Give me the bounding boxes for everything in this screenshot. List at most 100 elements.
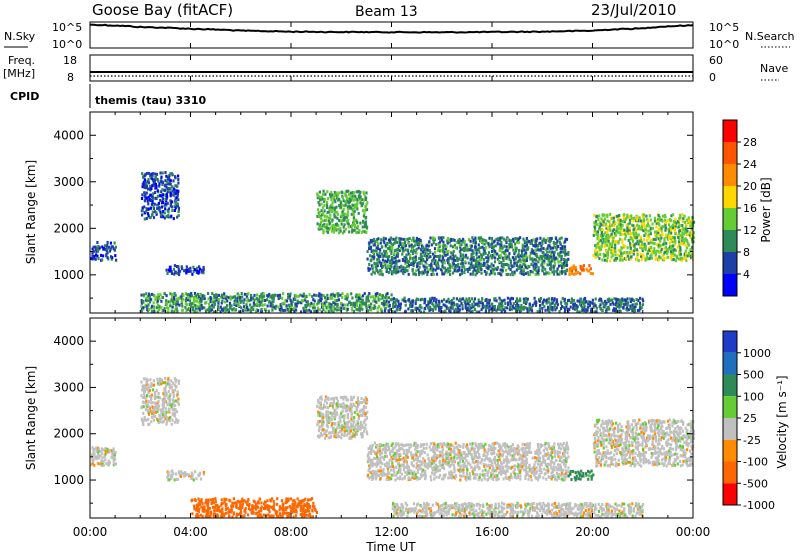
data-cell — [602, 219, 605, 223]
data-cell — [492, 245, 495, 249]
data-cell — [322, 403, 325, 407]
data-cell — [166, 475, 169, 479]
data-cell — [391, 297, 394, 301]
data-cell — [178, 303, 181, 307]
data-cell — [156, 189, 159, 193]
data-cell — [195, 506, 198, 510]
data-cell — [541, 263, 544, 266]
data-cell — [561, 245, 564, 248]
data-cell — [387, 442, 390, 446]
data-cell — [428, 249, 431, 252]
data-cell — [197, 504, 200, 508]
data-cell — [289, 298, 292, 302]
data-cell — [453, 303, 456, 307]
data-cell — [524, 265, 528, 269]
data-cell — [209, 296, 212, 299]
data-cell — [580, 305, 583, 309]
data-cell — [349, 191, 353, 195]
data-cell — [109, 247, 112, 251]
data-cell — [541, 241, 544, 245]
data-cell — [499, 254, 502, 258]
data-cell — [601, 309, 604, 312]
data-cell — [486, 241, 489, 245]
data-cell — [323, 301, 326, 305]
data-cell — [333, 190, 336, 194]
data-cell — [113, 455, 116, 459]
data-cell — [340, 433, 344, 436]
data-cell — [164, 179, 167, 183]
data-cell — [446, 299, 449, 303]
data-cell — [659, 256, 662, 260]
data-cell — [407, 242, 411, 245]
data-cell — [638, 296, 642, 300]
data-cell — [151, 198, 154, 202]
data-cell — [528, 308, 531, 312]
data-cell — [291, 499, 295, 503]
data-cell — [167, 407, 170, 411]
data-cell — [355, 301, 358, 305]
data-cell — [422, 264, 425, 268]
data-cell — [571, 301, 574, 304]
data-cell — [648, 236, 651, 240]
data-cell — [430, 262, 433, 266]
data-cell — [653, 242, 656, 245]
data-cell — [315, 511, 318, 514]
data-cell — [547, 297, 550, 301]
colorbar-tick-label: 12 — [743, 224, 757, 237]
data-cell — [173, 209, 176, 212]
data-cell — [606, 231, 609, 234]
data-cell — [176, 192, 179, 196]
data-cell — [580, 297, 583, 301]
data-cell — [361, 225, 364, 229]
data-cell — [314, 509, 317, 513]
data-cell — [414, 243, 417, 247]
data-cell — [196, 513, 199, 517]
data-cell — [147, 178, 150, 181]
data-cell — [433, 262, 436, 265]
data-cell — [425, 266, 428, 270]
data-cell — [582, 302, 585, 306]
data-cell — [671, 240, 674, 244]
data-cell — [186, 298, 189, 302]
data-cell — [282, 507, 285, 510]
data-cell — [184, 292, 188, 296]
data-cell — [584, 300, 588, 304]
data-cell — [572, 298, 576, 302]
data-cell — [550, 266, 553, 270]
data-cell — [205, 301, 208, 305]
data-cell — [225, 511, 228, 515]
data-cell — [348, 193, 351, 197]
data-cell — [464, 306, 467, 310]
data-cell — [648, 214, 651, 218]
data-cell — [352, 218, 355, 222]
data-cell — [605, 259, 609, 263]
data-cell — [234, 301, 237, 305]
data-cell — [348, 428, 351, 432]
data-cell — [387, 469, 390, 473]
data-cell — [401, 270, 404, 274]
data-cell — [367, 299, 370, 303]
data-cell — [236, 299, 239, 303]
data-cell — [241, 497, 244, 501]
data-cell — [663, 247, 666, 251]
data-cell — [335, 205, 338, 209]
data-cell — [320, 305, 324, 309]
data-cell — [160, 416, 163, 420]
data-cell — [657, 233, 660, 237]
data-cell — [166, 396, 169, 400]
data-cell — [303, 513, 306, 517]
data-cell — [240, 306, 243, 310]
data-cell — [632, 224, 635, 228]
data-cell — [323, 432, 326, 436]
data-cell — [442, 240, 445, 244]
data-cell — [540, 257, 543, 261]
data-cell — [329, 434, 333, 438]
data-cell — [523, 305, 526, 309]
data-cell — [367, 453, 370, 457]
data-cell — [164, 207, 167, 211]
data-cell — [162, 413, 165, 417]
data-cell — [462, 264, 465, 268]
data-cell — [273, 502, 276, 506]
data-cell — [514, 257, 517, 261]
data-cell — [359, 304, 362, 307]
